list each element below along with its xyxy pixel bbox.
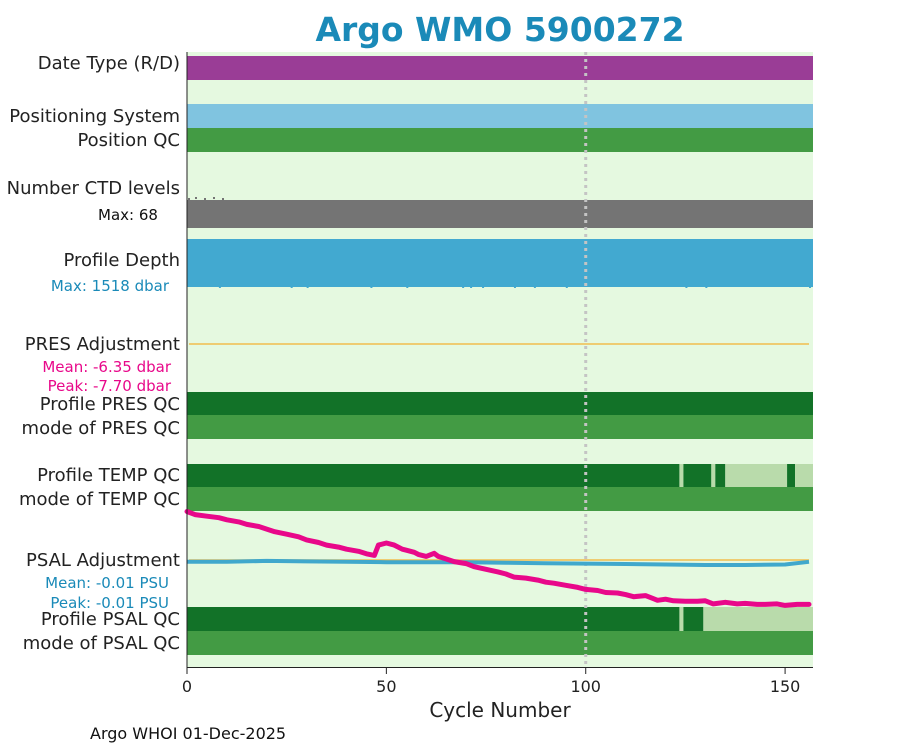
bar-profile-temp-qc-5 (725, 464, 788, 487)
top-edge-marks (188, 197, 812, 288)
bar-profile-psal-qc-3 (703, 607, 813, 631)
ctd-edge-mark-3 (213, 197, 215, 199)
depth-edge-mark-11 (685, 286, 688, 288)
ctd-edge-mark-0 (188, 198, 190, 201)
depth-edge-mark-1 (290, 286, 293, 288)
depth-edge-mark-3 (370, 286, 373, 288)
label-mode-temp-qc: mode of TEMP QC (19, 489, 180, 510)
label-profile-depth: Profile Depth (63, 250, 180, 271)
x-tick-label-100: 100 (570, 677, 601, 696)
label-profile-psal-qc: Profile PSAL QC (41, 609, 180, 630)
depth-edge-mark-5 (462, 286, 465, 288)
label-profile-pres-qc: Profile PRES QC (40, 394, 180, 415)
label-mode-pres-qc: mode of PRES QC (22, 418, 180, 439)
x-axis-label: Cycle Number (429, 698, 571, 722)
bar-profile-psal-qc-0 (187, 607, 680, 631)
bar-mode-psal-qc-0 (187, 631, 813, 655)
label-ctd-levels: Number CTD levels (7, 178, 180, 199)
bar-profile-psal-qc-2 (683, 607, 704, 631)
depth-edge-mark-4 (406, 286, 409, 288)
psal-adjustment-curve (187, 558, 810, 567)
psal-adjustment-mean: Mean: -0.01 PSU (45, 574, 169, 592)
pres-adjustment-peak: Peak: -7.70 dbar (48, 377, 172, 395)
x-tick-label-150: 150 (770, 677, 801, 696)
footer-credit: Argo WHOI 01-Dec-2025 (90, 724, 287, 743)
psal-adjustment-peak: Peak: -0.01 PSU (50, 594, 169, 612)
depth-edge-mark-13 (809, 286, 812, 288)
depth-edge-mark-2 (306, 286, 309, 288)
label-date-type: Date Type (R/D) (38, 53, 180, 74)
bar-profile-temp-qc-1 (679, 464, 684, 487)
depth-edge-mark-0 (218, 286, 221, 288)
bar-position-qc-0 (187, 128, 813, 152)
bar-profile-psal-qc-1 (679, 607, 684, 631)
adjustment-lines (184, 343, 812, 608)
bar-date-type-0 (187, 56, 813, 80)
label-position-qc: Position QC (77, 130, 180, 151)
label-mode-psal-qc: mode of PSAL QC (23, 633, 180, 654)
depth-edge-mark-7 (482, 286, 485, 288)
ctd-levels-max: Max: 68 (98, 206, 158, 224)
bar-profile-pres-qc-0 (187, 392, 813, 415)
bar-mode-pres-qc-0 (187, 415, 813, 439)
ctd-edge-mark-2 (204, 198, 206, 201)
profile-depth-max: Max: 1518 dbar (51, 277, 170, 295)
bar-profile-temp-qc-3 (711, 464, 716, 487)
bar-profile-temp-qc-2 (683, 464, 712, 487)
chart-title: Argo WMO 5900272 (315, 10, 685, 49)
depth-edge-mark-9 (533, 286, 536, 288)
bar-positioning-system-0 (187, 104, 813, 128)
bar-profile-temp-qc-0 (187, 464, 680, 487)
depth-edge-mark-10 (565, 286, 568, 288)
ctd-edge-mark-4 (222, 198, 224, 201)
bar-profile-temp-qc-4 (715, 464, 726, 487)
bar-mode-temp-qc-0 (187, 487, 813, 511)
x-tick-label-50: 50 (376, 677, 396, 696)
ctd-edge-mark-1 (195, 197, 197, 199)
label-positioning-system: Positioning System (9, 106, 180, 127)
pres-adjustment-mean: Mean: -6.35 dbar (42, 358, 172, 376)
x-tick-label-0: 0 (182, 677, 192, 696)
label-pres-adjustment: PRES Adjustment (25, 334, 180, 355)
depth-edge-mark-6 (470, 286, 473, 288)
bar-profile-temp-qc-6 (787, 464, 796, 487)
depth-edge-mark-12 (705, 286, 708, 288)
magenta-trend-line (184, 509, 812, 608)
row-bars (187, 56, 813, 655)
bar-profile-depth-0 (187, 239, 813, 287)
label-profile-temp-qc: Profile TEMP QC (37, 465, 180, 486)
bar-profile-temp-qc-7 (795, 464, 813, 487)
label-psal-adjustment: PSAL Adjustment (26, 550, 180, 571)
bar-ctd-levels-0 (187, 200, 813, 228)
depth-edge-mark-8 (513, 286, 516, 288)
row-labels: Date Type (R/D) Positioning System Posit… (7, 53, 180, 654)
x-axis: 0 50 100 150 (182, 52, 813, 696)
